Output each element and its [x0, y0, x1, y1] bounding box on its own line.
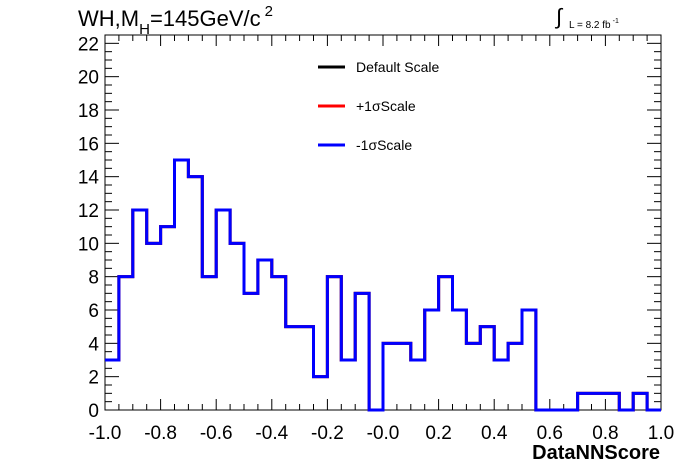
y-tick-label: 16 — [78, 134, 99, 155]
title-subscript: H — [139, 21, 150, 38]
histogram-series-2 — [105, 158, 661, 412]
y-tick-label: 8 — [88, 268, 99, 289]
luminosity-text: L = 8.2 fb -1 — [569, 18, 619, 31]
y-tick-label: 6 — [88, 301, 99, 322]
x-tick-label: -1.0 — [89, 423, 122, 444]
luminosity-value: L = 8.2 fb — [569, 20, 611, 31]
x-tick-label: 0.8 — [592, 423, 618, 444]
x-axis-label: DataNNScore — [532, 442, 660, 464]
y-tick-label: 2 — [88, 368, 99, 389]
title-superscript: 2 — [264, 3, 273, 20]
title-rest: =145GeV/c — [149, 6, 261, 31]
x-tick-label: 1.0 — [648, 423, 674, 444]
y-tick-label: 18 — [78, 101, 99, 122]
x-tick-label: 0.2 — [425, 423, 451, 444]
y-tick-label: 12 — [78, 201, 99, 222]
y-tick-label: 20 — [78, 68, 99, 89]
y-tick-label: 0 — [88, 401, 99, 422]
x-tick-label: -0.2 — [311, 423, 344, 444]
integral-symbol-icon: ∫ — [556, 4, 563, 29]
legend-label-2: -1σScale — [356, 137, 412, 153]
x-tick-label: -0.6 — [200, 423, 233, 444]
luminosity-exponent: -1 — [612, 18, 619, 25]
y-tick-label: 22 — [78, 34, 99, 55]
y-tick-label: 4 — [88, 334, 99, 355]
x-tick-label: 0.4 — [481, 423, 508, 444]
legend-label-1: +1σScale — [356, 98, 416, 114]
title-main: WH,M — [78, 6, 140, 31]
y-tick-label: 10 — [78, 234, 99, 255]
chart-title: WH,MH=145GeV/c 2 — [78, 3, 273, 38]
x-tick-label: -0.4 — [255, 423, 288, 444]
x-tick-label: -0.8 — [144, 423, 177, 444]
x-tick-label: 0.6 — [537, 423, 563, 444]
y-tick-label: 14 — [78, 168, 100, 189]
x-tick-label: -0.0 — [367, 423, 400, 444]
legend-label-0: Default Scale — [356, 59, 439, 75]
